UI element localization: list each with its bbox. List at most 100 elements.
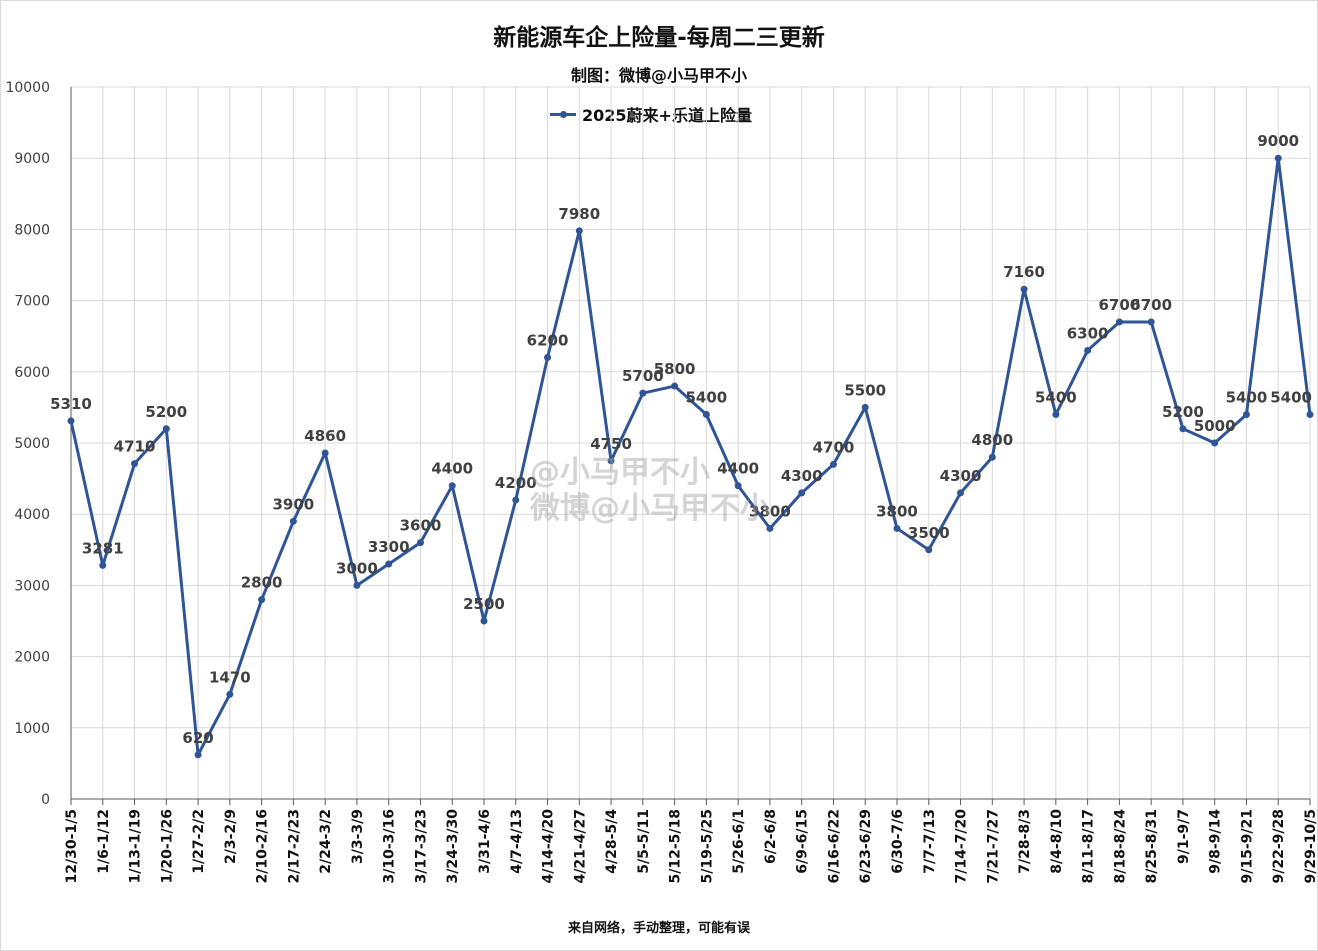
data-point — [1115, 318, 1123, 326]
x-tick-label: 5/5-5/11 — [636, 809, 652, 874]
x-tick-label: 3/24-3/30 — [445, 809, 461, 884]
data-label: 5400 — [1270, 389, 1312, 407]
x-tick-label: 2/10-2/16 — [255, 809, 271, 883]
data-label: 4750 — [590, 435, 632, 453]
x-tick-label: 4/7-4/13 — [509, 809, 525, 874]
y-tick-label: 5000 — [14, 436, 50, 452]
x-tick-label: 2/17-2/23 — [286, 809, 302, 883]
x-tick-label: 6/23-6/29 — [858, 809, 874, 883]
y-tick-label: 1000 — [14, 721, 50, 737]
x-tick-label: 3/17-3/23 — [413, 809, 429, 883]
x-tick-label: 8/18-8/24 — [1112, 809, 1128, 884]
chart-subtitle: 制图：微博@小马甲不小 — [570, 66, 747, 85]
data-point — [607, 457, 615, 465]
y-tick-label: 4000 — [14, 507, 50, 523]
data-label: 4300 — [940, 467, 982, 485]
data-label: 5700 — [622, 367, 664, 385]
data-label: 4800 — [971, 431, 1013, 449]
data-label: 3000 — [336, 559, 378, 577]
data-point — [321, 449, 329, 457]
data-label: 5400 — [1226, 389, 1268, 407]
data-label: 6200 — [527, 332, 569, 350]
data-label: 6700 — [1099, 296, 1141, 314]
x-tick-label: 5/12-5/18 — [668, 809, 684, 883]
data-label: 5400 — [686, 389, 728, 407]
data-label: 4700 — [813, 438, 855, 456]
data-point — [1179, 425, 1187, 433]
data-point — [258, 596, 266, 604]
data-point — [448, 482, 456, 490]
x-tick-label: 9/8-9/14 — [1208, 809, 1224, 874]
x-tick-label: 4/28-5/4 — [604, 809, 620, 874]
x-tick-label: 7/14-7/20 — [954, 809, 970, 884]
legend: 2025蔚来+乐道上险量 — [550, 102, 752, 126]
data-label: 3800 — [749, 502, 791, 520]
data-point — [1147, 318, 1155, 326]
data-label: 5200 — [1162, 403, 1204, 421]
data-label: 9000 — [1257, 132, 1299, 150]
data-label: 4400 — [431, 460, 473, 478]
y-tick-label: 6000 — [14, 365, 50, 381]
data-label: 3800 — [876, 502, 918, 520]
data-point — [544, 354, 552, 362]
y-tick-label: 2000 — [14, 650, 50, 666]
data-label: 7980 — [558, 205, 600, 223]
y-tick-label: 7000 — [14, 294, 50, 310]
x-tick-label: 6/2-6/8 — [763, 809, 779, 864]
x-tick-label: 2/3-2/9 — [223, 809, 239, 864]
x-tick-label: 2/24-3/2 — [318, 809, 334, 874]
data-label: 4710 — [114, 438, 156, 456]
x-tick-label: 9/29-10/5 — [1303, 809, 1318, 883]
x-tick-label: 6/30-7/6 — [890, 809, 906, 874]
data-point — [99, 561, 107, 569]
data-label: 3600 — [400, 517, 442, 535]
data-label: 3300 — [368, 538, 410, 556]
data-label: 4300 — [781, 467, 823, 485]
x-tick-label: 12/30-1/5 — [64, 809, 80, 883]
data-point — [1274, 154, 1282, 162]
data-label: 3281 — [82, 539, 124, 557]
data-label: 2500 — [463, 595, 505, 613]
data-label: 4860 — [304, 427, 346, 445]
data-point — [893, 524, 901, 532]
x-tick-label: 1/20-1/26 — [159, 809, 175, 883]
x-tick-label: 7/21-7/27 — [985, 809, 1001, 883]
data-label: 3500 — [908, 524, 950, 542]
x-tick-label: 1/13-1/19 — [128, 809, 144, 883]
y-tick-label: 9000 — [14, 151, 50, 167]
data-point — [575, 227, 583, 235]
data-point — [639, 389, 647, 397]
x-tick-label: 3/10-3/16 — [382, 809, 398, 883]
data-point — [480, 617, 488, 625]
data-point — [131, 460, 139, 468]
data-label: 5310 — [50, 395, 92, 413]
x-tick-label: 1/6-1/12 — [96, 809, 112, 874]
y-tick-label: 3000 — [14, 578, 50, 594]
x-tick-label: 9/1-9/7 — [1176, 809, 1192, 864]
data-label: 6700 — [1130, 296, 1172, 314]
x-tick-label: 6/9-6/15 — [795, 809, 811, 874]
data-point — [798, 489, 806, 497]
x-tick-label: 9/22-9/28 — [1271, 809, 1287, 883]
data-point — [702, 411, 710, 419]
x-tick-label: 4/14-4/20 — [541, 809, 557, 884]
data-point — [766, 524, 774, 532]
x-tick-label: 7/28-8/3 — [1017, 809, 1033, 874]
data-point — [829, 460, 837, 468]
data-point — [1084, 346, 1092, 354]
y-tick-label: 10000 — [5, 80, 50, 96]
data-point — [67, 417, 75, 425]
x-tick-label: 3/3-3/9 — [350, 809, 366, 864]
data-label: 3900 — [273, 495, 315, 513]
data-point — [671, 382, 679, 390]
x-tick-label: 3/31-4/6 — [477, 809, 493, 874]
x-tick-label: 8/11-8/17 — [1081, 809, 1097, 883]
data-label: 7160 — [1003, 263, 1045, 281]
data-label: 5800 — [654, 360, 696, 378]
y-tick-label: 0 — [41, 792, 50, 808]
y-tick-label: 8000 — [14, 222, 50, 238]
data-point — [162, 425, 170, 433]
data-label: 4400 — [717, 460, 759, 478]
data-label: 4200 — [495, 474, 537, 492]
